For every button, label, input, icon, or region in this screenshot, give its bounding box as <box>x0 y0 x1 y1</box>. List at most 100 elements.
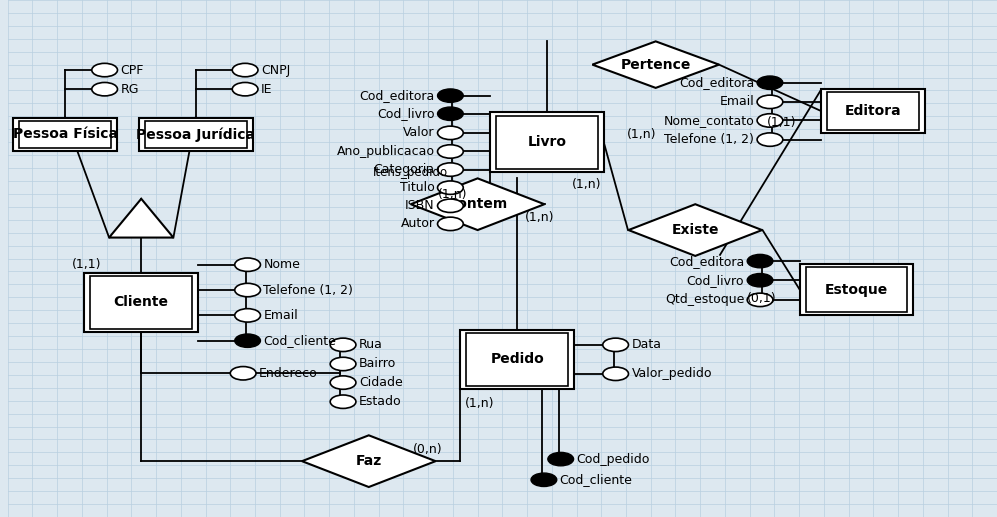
Circle shape <box>438 181 464 194</box>
Circle shape <box>603 367 628 381</box>
Circle shape <box>757 114 783 127</box>
Text: Valor: Valor <box>403 126 435 140</box>
Text: Endereco: Endereco <box>259 367 318 380</box>
Bar <box>467 333 568 386</box>
Circle shape <box>747 293 773 307</box>
Circle shape <box>92 63 118 77</box>
Text: Categoria: Categoria <box>374 163 435 176</box>
Text: (1,1): (1,1) <box>767 116 797 129</box>
Text: (1,n): (1,n) <box>465 397 495 410</box>
Text: Estoque: Estoque <box>825 282 888 297</box>
Text: Cod_cliente: Cod_cliente <box>263 334 336 347</box>
Circle shape <box>234 309 260 322</box>
Text: Cod_pedido: Cod_pedido <box>576 452 650 466</box>
Text: Cod_livro: Cod_livro <box>377 107 435 120</box>
Text: Cod_cliente: Cod_cliente <box>559 473 633 486</box>
Text: Email: Email <box>720 95 754 109</box>
Bar <box>496 116 598 169</box>
Text: Bairro: Bairro <box>359 357 396 371</box>
Text: ISBN: ISBN <box>405 199 435 212</box>
Polygon shape <box>628 204 762 256</box>
Circle shape <box>438 217 464 231</box>
Text: Editora: Editora <box>845 104 901 118</box>
Text: (1,n): (1,n) <box>438 188 468 202</box>
Circle shape <box>747 273 773 287</box>
Text: Pertence: Pertence <box>620 57 691 72</box>
Circle shape <box>757 133 783 146</box>
Text: CPF: CPF <box>121 64 144 77</box>
Text: Cod_editora: Cod_editora <box>669 254 744 268</box>
Text: (1,n): (1,n) <box>524 210 554 224</box>
Circle shape <box>330 395 356 408</box>
Text: Ano_publicacao: Ano_publicacao <box>337 145 435 158</box>
Circle shape <box>603 338 628 352</box>
Circle shape <box>531 473 556 486</box>
Text: Cliente: Cliente <box>114 295 168 310</box>
Text: RG: RG <box>121 83 139 96</box>
Text: Existe: Existe <box>672 223 719 237</box>
Circle shape <box>232 63 258 77</box>
Circle shape <box>547 452 573 466</box>
Polygon shape <box>411 178 544 230</box>
Text: Pedido: Pedido <box>491 352 544 367</box>
Bar <box>828 92 919 130</box>
Polygon shape <box>592 41 719 88</box>
Text: Telefone (1, 2): Telefone (1, 2) <box>664 133 754 146</box>
Bar <box>91 276 192 329</box>
Bar <box>800 264 913 315</box>
Circle shape <box>747 254 773 268</box>
Circle shape <box>234 258 260 271</box>
Circle shape <box>330 357 356 371</box>
Polygon shape <box>302 435 436 487</box>
Text: (1,1): (1,1) <box>72 258 102 271</box>
Text: Cod_editora: Cod_editora <box>359 89 435 102</box>
Text: Nome: Nome <box>263 258 300 271</box>
Bar <box>139 118 252 151</box>
Text: IE: IE <box>261 83 272 96</box>
Bar <box>822 89 925 133</box>
Circle shape <box>438 163 464 176</box>
Text: Email: Email <box>263 309 298 322</box>
Text: Contem: Contem <box>448 197 507 211</box>
Circle shape <box>757 76 783 89</box>
Text: (1,n): (1,n) <box>626 128 656 141</box>
Circle shape <box>438 107 464 120</box>
Bar <box>145 120 246 148</box>
Circle shape <box>234 334 260 347</box>
Bar <box>461 330 574 389</box>
Text: Cidade: Cidade <box>359 376 403 389</box>
Text: Cod_editora: Cod_editora <box>679 76 754 89</box>
Text: Nome_contato: Nome_contato <box>663 114 754 127</box>
Text: (1,n): (1,n) <box>571 178 601 191</box>
Text: Faz: Faz <box>356 454 382 468</box>
Text: Data: Data <box>631 338 661 352</box>
Text: CNPJ: CNPJ <box>261 64 290 77</box>
Text: Telefone (1, 2): Telefone (1, 2) <box>263 283 353 297</box>
Text: (0,n): (0,n) <box>413 443 443 457</box>
Text: Pessoa Física: Pessoa Física <box>13 127 118 142</box>
Text: (0,1): (0,1) <box>747 292 777 306</box>
Text: Autor: Autor <box>401 217 435 231</box>
Circle shape <box>92 82 118 96</box>
Circle shape <box>438 145 464 158</box>
Text: Pessoa Jurídica: Pessoa Jurídica <box>137 127 255 142</box>
Text: Valor_pedido: Valor_pedido <box>631 367 712 381</box>
Circle shape <box>757 95 783 109</box>
Circle shape <box>438 126 464 140</box>
Circle shape <box>330 376 356 389</box>
Text: Cod_livro: Cod_livro <box>687 273 744 287</box>
Circle shape <box>232 82 258 96</box>
Text: Qtd_estoque: Qtd_estoque <box>665 293 744 307</box>
Polygon shape <box>109 199 173 238</box>
Circle shape <box>230 367 256 380</box>
Bar <box>490 113 604 172</box>
Text: Estado: Estado <box>359 395 402 408</box>
Bar <box>85 273 198 332</box>
Bar <box>19 120 111 148</box>
Circle shape <box>438 199 464 212</box>
Text: Titulo: Titulo <box>400 181 435 194</box>
Bar <box>13 118 117 151</box>
Text: Itens_pedido: Itens_pedido <box>373 165 448 179</box>
Text: Rua: Rua <box>359 338 383 352</box>
Circle shape <box>330 338 356 352</box>
